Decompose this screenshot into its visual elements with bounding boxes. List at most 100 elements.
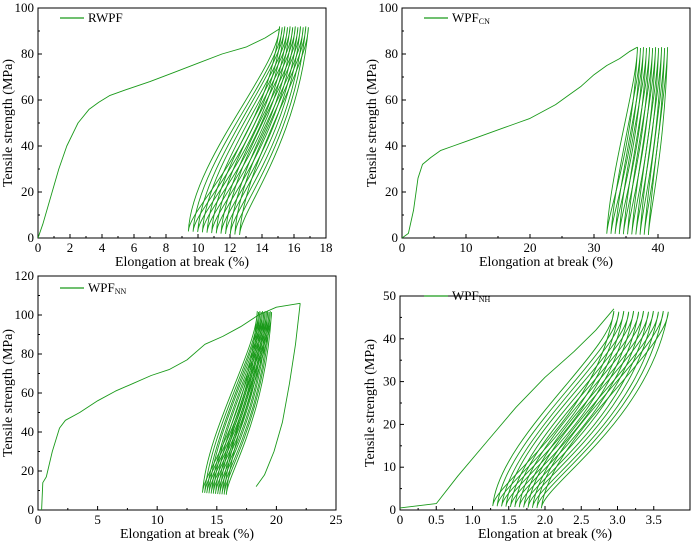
hysteresis-cycle [221,311,270,495]
y-axis-label: Tensile strength (MPa) [365,59,380,187]
y-tick-label: 40 [383,331,396,346]
hysteresis-cycle [206,26,291,233]
x-tick-label: 6 [131,240,138,255]
x-tick-label: 2 [67,240,74,255]
y-tick-label: 0 [390,502,397,517]
x-tick-label: 30 [588,240,601,255]
initial-loading-curve [38,28,280,238]
y-tick-label: 0 [392,230,399,245]
y-tick-label: 20 [21,184,34,199]
x-tick-label: 15 [210,512,223,527]
legend: WPFNH [424,288,491,304]
x-tick-label: 14 [256,240,270,255]
hysteresis-cycle [225,311,273,495]
curve-group [38,26,309,238]
legend: WPFNN [60,280,127,296]
hysteresis-cycle [234,26,307,235]
legend: RWPF [60,10,123,25]
y-tick-label: 30 [383,374,396,389]
y-tick-label: 50 [383,288,396,303]
initial-loading-curve [402,46,638,238]
hysteresis-cycle [215,26,296,234]
legend-label: WPFNN [88,280,127,296]
x-tick-label: 1.0 [464,512,480,527]
hysteresis-cycle [527,310,654,508]
hysteresis-cycle [220,27,299,234]
hysteresis-cycle [627,47,654,235]
hysteresis-cycle [211,27,294,234]
x-tick-label: 12 [224,240,237,255]
hysteresis-cycle [496,311,620,507]
y-tick-label: 0 [28,502,35,517]
x-tick-label: 10 [460,240,473,255]
x-axis-label: Elongation at break (%) [478,527,612,542]
chart-panel-3: 0 5 10 15 20 25 0 20 40 60 80 100 120 Elongation at b… [1,268,343,542]
x-tick-label: 5 [94,512,101,527]
plot-frame [399,295,691,511]
legend: WPFCN [424,10,490,26]
hysteresis-cycle [217,311,267,495]
x-tick-label: 10 [151,512,164,527]
y-tick-label: 40 [385,138,398,153]
y-axis-label: Tensile strength (MPa) [363,339,378,467]
y-axis-label: Tensile strength (MPa) [1,329,16,457]
x-axis-label: Elongation at break (%) [115,255,249,270]
y-tick-label: 0 [28,230,35,245]
hysteresis-cycle [622,47,651,235]
hysteresis-cycle [229,27,304,235]
hysteresis-cycle [536,310,664,509]
x-tick-label: 1.5 [501,512,517,527]
hysteresis-cycle [614,47,644,235]
y-tick-label: 20 [385,184,398,199]
hysteresis-cycle [212,311,265,494]
x-tick-label: 0 [35,512,42,527]
y-tick-label: 60 [21,92,34,107]
hysteresis-cycle [647,47,669,236]
y-tick-label: 80 [385,46,398,61]
hysteresis-cycle [518,310,644,508]
y-tick-label: 20 [383,416,396,431]
y-tick-label: 120 [15,268,35,283]
curve-group [402,46,669,238]
y-tick-label: 80 [21,346,34,361]
hysteresis-cycle [606,47,638,234]
initial-loading-curve [41,302,301,510]
hysteresis-cycle [239,27,309,236]
x-tick-label: 2.5 [573,512,589,527]
hysteresis-cycle [219,311,269,495]
y-tick-label: 60 [21,385,34,400]
y-tick-label: 40 [21,424,34,439]
chart-panel-2: 0 10 20 30 40 0 20 40 60 80 100 Elongation at break… [365,0,691,270]
x-tick-label: 8 [163,240,170,255]
y-tick-label: 100 [15,307,35,322]
hysteresis-cycle [505,311,630,507]
x-tick-label: 2.0 [537,512,553,527]
legend-label: WPFCN [452,10,490,26]
x-tick-label: 3.0 [609,512,625,527]
y-tick-label: 100 [379,0,399,15]
hysteresis-cycle [197,26,286,233]
curve-group [400,308,669,509]
x-tick-label: 20 [270,512,283,527]
x-axis-label: Elongation at break (%) [479,255,613,270]
hysteresis-cycle [223,311,271,495]
y-tick-label: 100 [15,0,35,15]
chart-panel-1: 0 2 4 6 8 10 12 14 16 18 0 20 40 60 80 100 Elongation at… [1,0,333,270]
legend-label: RWPF [88,10,123,25]
hysteresis-cycle [540,311,669,509]
x-tick-label: 25 [330,512,343,527]
hysteresis-cycle [215,311,266,494]
hysteresis-cycle [532,311,659,508]
x-tick-label: 0 [35,240,42,255]
hysteresis-cycle [610,47,641,234]
x-axis-label: Elongation at break (%) [120,527,254,542]
y-axis-label: Tensile strength (MPa) [1,59,16,187]
hysteresis-cycle [618,47,647,235]
initial-loading-curve [400,308,615,509]
curve-group [41,302,301,510]
legend-label: WPFNH [452,288,491,304]
y-tick-label: 80 [21,46,34,61]
y-tick-label: 20 [21,463,34,478]
x-tick-label: 3.5 [646,512,662,527]
